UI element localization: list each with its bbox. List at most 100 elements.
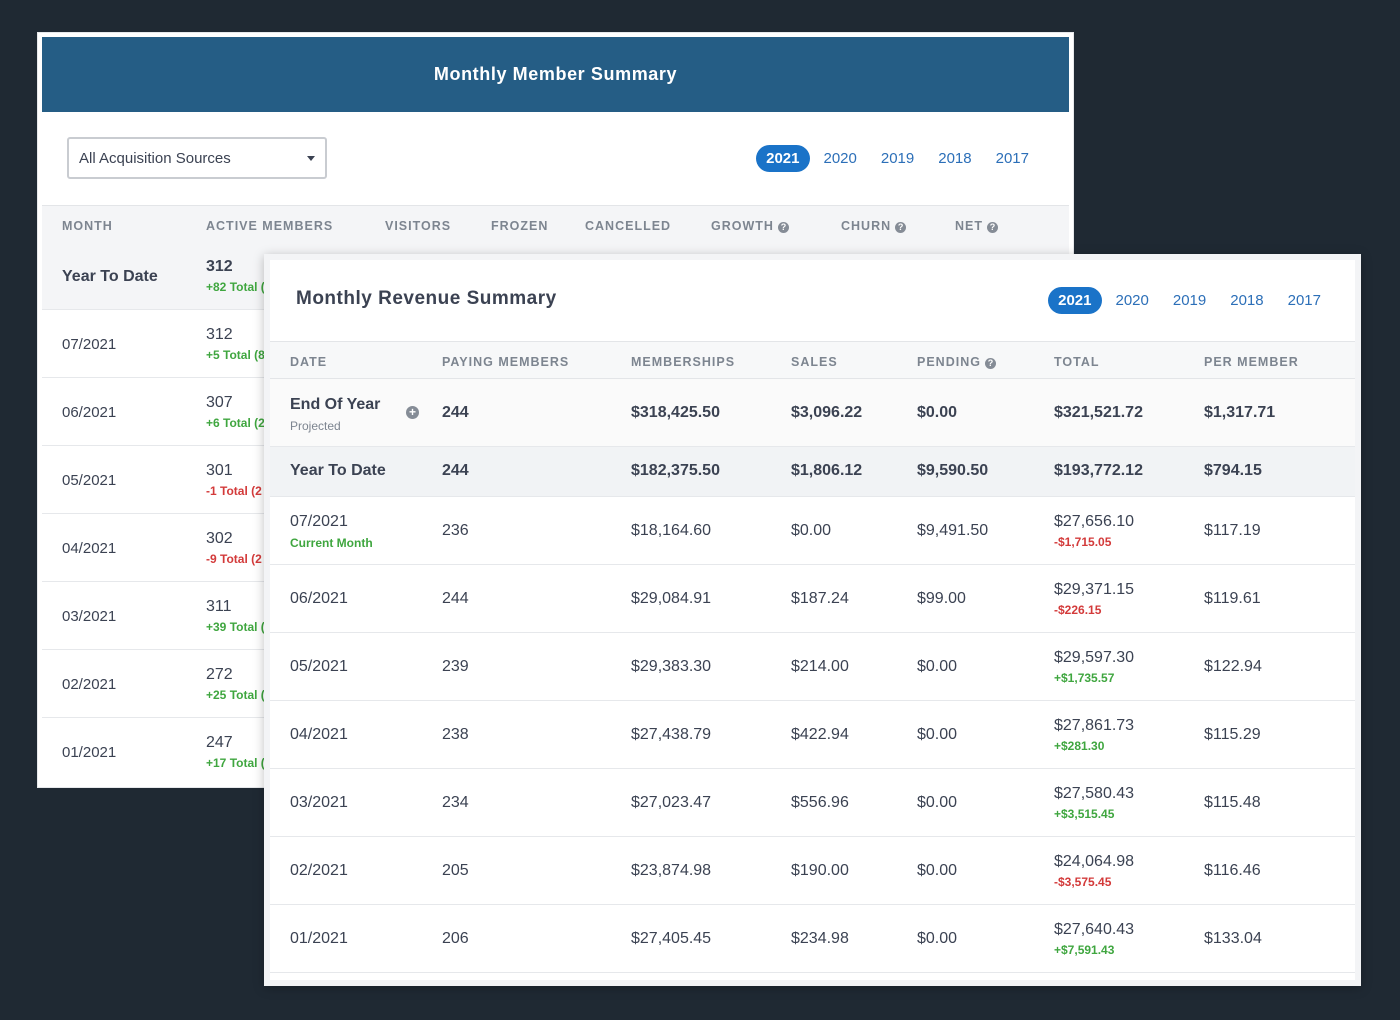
col-date: DATE (290, 355, 328, 369)
revenue-date: 04/2021 (290, 726, 348, 743)
acquisition-source-value: All Acquisition Sources (79, 149, 231, 167)
revenue-summary-title: Monthly Revenue Summary (296, 288, 557, 309)
revenue-sales: $556.96 (791, 794, 849, 811)
revenue-year-tabs: 2021 2020 2019 2018 2017 (1044, 287, 1331, 314)
member-active-count: 247 (206, 734, 233, 751)
ytd-pending: $9,590.50 (917, 462, 989, 479)
revenue-sales: $422.94 (791, 726, 849, 743)
end-of-year-row[interactable]: End Of Year Projected + 244 $318,425.50 … (270, 379, 1355, 447)
revenue-memberships: $27,438.79 (631, 726, 712, 743)
revenue-year-tab-2019[interactable]: 2019 (1172, 292, 1207, 309)
question-circle-icon[interactable]: ? (895, 222, 907, 233)
member-year-tab-2020[interactable]: 2020 (823, 150, 857, 167)
member-year-tab-2018[interactable]: 2018 (938, 150, 972, 167)
member-year-tab-2021[interactable]: 2021 (756, 145, 810, 172)
col-pending: PENDING? (917, 355, 996, 369)
member-delta: +82 Total ( (206, 280, 265, 294)
eoy-per-member: $1,317.71 (1204, 404, 1276, 421)
question-circle-icon[interactable]: ? (777, 222, 789, 233)
caret-down-icon (307, 156, 315, 161)
revenue-memberships: $29,383.30 (631, 658, 712, 675)
member-month: 02/2021 (62, 676, 117, 693)
member-year-tabs: 2021 2020 2019 2018 2017 (752, 145, 1039, 172)
col-frozen: FROZEN (491, 219, 549, 233)
revenue-table-body: 07/2021 Current Month 236 $18,164.60 $0.00 $9… (270, 497, 1355, 973)
revenue-total-delta: +$7,591.43 (1054, 943, 1115, 957)
revenue-pending: $9,491.50 (917, 522, 989, 539)
ytd-memberships: $182,375.50 (631, 462, 720, 479)
revenue-table-row[interactable]: 07/2021 Current Month 236 $18,164.60 $0.00 $9… (270, 497, 1355, 565)
member-month: 01/2021 (62, 744, 117, 761)
revenue-per-member: $119.61 (1204, 590, 1261, 607)
eoy-sales: $3,096.22 (791, 404, 863, 421)
revenue-paying: 234 (442, 794, 469, 811)
member-summary-toolbar: All Acquisition Sources 2021 2020 2019 2018… (42, 112, 1069, 205)
member-delta: +25 Total ( (206, 688, 265, 702)
revenue-date: 06/2021 (290, 590, 348, 607)
revenue-per-member: $117.19 (1204, 522, 1261, 539)
member-year-tab-2017[interactable]: 2017 (995, 150, 1029, 167)
question-circle-icon[interactable]: ? (987, 222, 998, 233)
revenue-year-tab-2017[interactable]: 2017 (1287, 292, 1321, 309)
col-pending-label: PENDING (917, 355, 981, 369)
eoy-paying: 244 (442, 404, 469, 421)
revenue-memberships: $18,164.60 (631, 522, 712, 539)
member-active-count: 301 (206, 462, 233, 479)
revenue-sales: $0.00 (791, 522, 832, 539)
col-growth: GROWTH? (711, 219, 789, 233)
revenue-date: 05/2021 (290, 658, 348, 675)
col-month: MONTH (62, 219, 113, 233)
member-active-count: 312 (206, 258, 233, 275)
member-active-count: 302 (206, 530, 233, 547)
revenue-pending: $0.00 (917, 658, 958, 675)
member-delta: +6 Total (2 (206, 416, 265, 430)
revenue-summary-card: Monthly Revenue Summary 2021 2020 2019 2018… (264, 254, 1361, 986)
revenue-table-row[interactable]: 01/2021 206 $27,405.45 $234.98 $0.00 $27,640.… (270, 905, 1355, 973)
revenue-table-row[interactable]: 04/2021 238 $27,438.79 $422.94 $0.00 $27,861.… (270, 701, 1355, 769)
member-summary-header: Monthly Member Summary (42, 37, 1069, 112)
member-month: Year To Date (62, 268, 158, 285)
acquisition-source-select[interactable]: All Acquisition Sources (67, 137, 327, 179)
revenue-paying: 244 (442, 590, 469, 607)
revenue-date: 07/2021 (290, 513, 348, 530)
revenue-year-tab-2018[interactable]: 2018 (1230, 292, 1264, 309)
plus-circle-icon[interactable]: + (406, 406, 419, 419)
revenue-year-tab-2020[interactable]: 2020 (1115, 292, 1149, 309)
revenue-total-delta: +$3,515.45 (1054, 807, 1115, 821)
member-year-tab-2019[interactable]: 2019 (880, 150, 915, 167)
eoy-sub: Projected (290, 419, 341, 433)
revenue-paying: 238 (442, 726, 469, 743)
revenue-memberships: $23,874.98 (631, 862, 712, 879)
col-growth-label: GROWTH (711, 219, 774, 233)
revenue-per-member: $133.04 (1204, 930, 1262, 947)
revenue-total-delta: +$281.30 (1054, 739, 1105, 753)
eoy-pending: $0.00 (917, 404, 958, 421)
revenue-table-row[interactable]: 03/2021 234 $27,023.47 $556.96 $0.00 $27,580.… (270, 769, 1355, 837)
revenue-total-delta: -$3,575.45 (1054, 875, 1112, 889)
revenue-table-header: DATE PAYING MEMBERS MEMBERSHIPS SALES PE… (270, 342, 1355, 379)
revenue-per-member: $115.48 (1204, 794, 1261, 811)
revenue-year-tab-2021[interactable]: 2021 (1048, 287, 1102, 314)
member-summary-title: Monthly Member Summary (433, 64, 678, 84)
revenue-table-row[interactable]: 02/2021 205 $23,874.98 $190.00 $0.00 $24,064.… (270, 837, 1355, 905)
member-table-header: MONTH ACTIVE MEMBERS VISITORS FROZEN CAN… (42, 205, 1069, 242)
revenue-date: 02/2021 (290, 862, 348, 879)
question-circle-icon[interactable]: ? (984, 358, 996, 369)
col-active-members: ACTIVE MEMBERS (206, 219, 334, 233)
revenue-table-row[interactable]: 05/2021 239 $29,383.30 $214.00 $0.00 $29,597.… (270, 633, 1355, 701)
revenue-paying: 236 (442, 522, 469, 539)
revenue-memberships: $27,023.47 (631, 794, 712, 811)
col-cancelled: CANCELLED (585, 219, 672, 233)
revenue-table-row[interactable]: 06/2021 244 $29,084.91 $187.24 $99.00 $29,371… (270, 565, 1355, 633)
member-active-count: 307 (206, 394, 233, 411)
member-month: 07/2021 (62, 336, 117, 353)
revenue-sales: $187.24 (791, 590, 849, 607)
revenue-total: $29,371.15 (1054, 581, 1135, 598)
revenue-paying: 239 (442, 658, 469, 675)
col-total: TOTAL (1054, 355, 1100, 369)
member-table-row[interactable]: 01/2021 247 +17 Total ( (42, 718, 1069, 783)
member-delta: +39 Total ( (206, 620, 265, 634)
member-delta: -1 Total (2 (206, 484, 262, 498)
member-month: 03/2021 (62, 608, 117, 625)
member-delta: -9 Total (2 (206, 552, 262, 566)
